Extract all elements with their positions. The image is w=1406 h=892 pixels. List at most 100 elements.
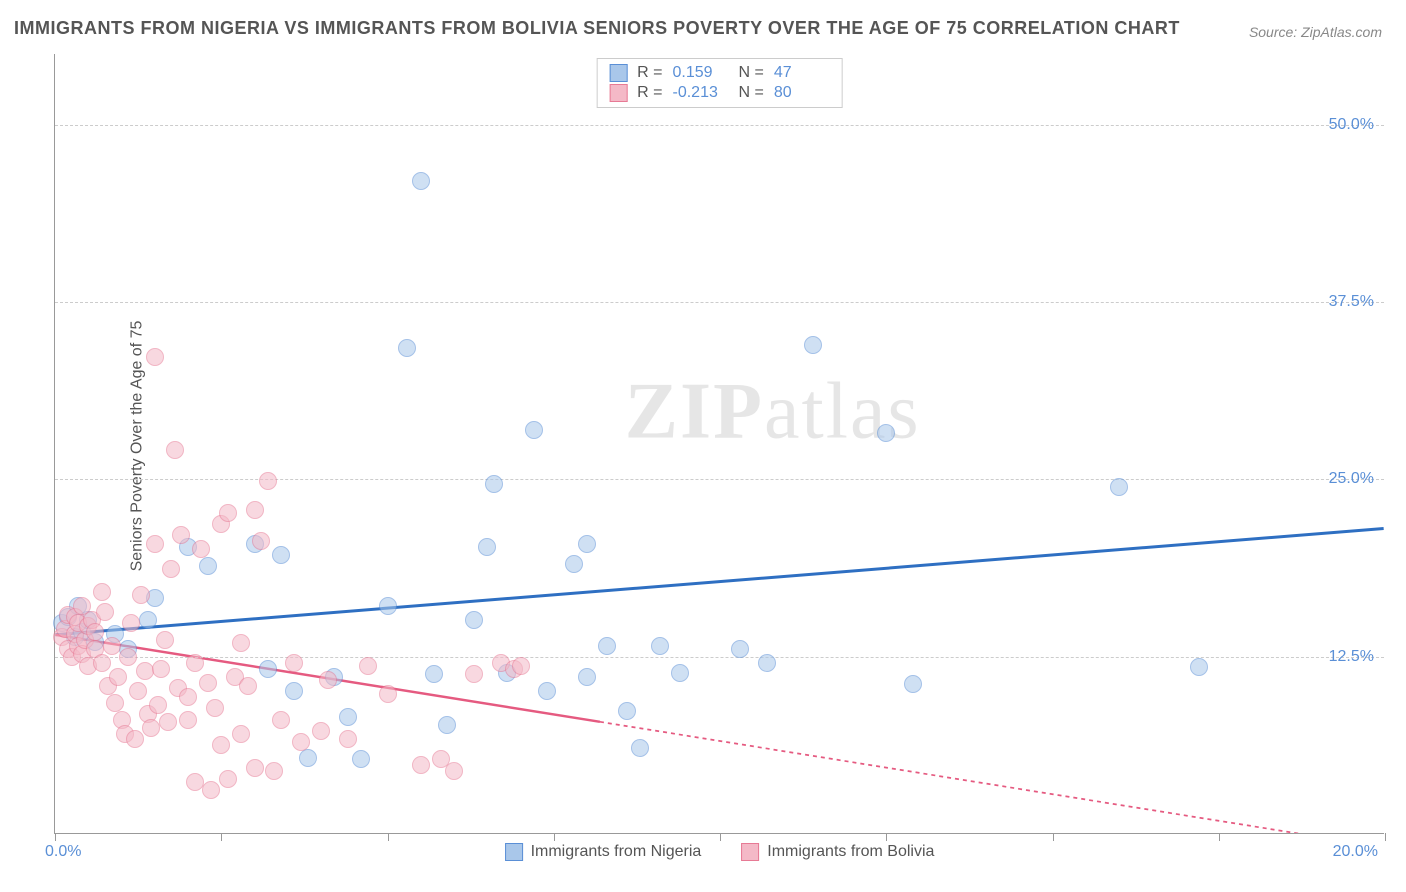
legend-item: Immigrants from Nigeria [505, 843, 702, 861]
x-tick [221, 833, 222, 841]
stat-value: -0.213 [673, 84, 729, 102]
series-swatch-icon [741, 843, 759, 861]
data-point [465, 611, 483, 629]
legend-label: Immigrants from Nigeria [531, 843, 702, 861]
data-point [126, 730, 144, 748]
data-point [139, 611, 157, 629]
data-point [485, 475, 503, 493]
x-tick [1219, 833, 1220, 841]
y-tick-label: 25.0% [1329, 470, 1374, 488]
trend-lines-layer [55, 54, 1384, 833]
data-point [86, 623, 104, 641]
data-point [199, 557, 217, 575]
data-point [186, 773, 204, 791]
data-point [425, 665, 443, 683]
x-tick [1053, 833, 1054, 841]
legend-label: Immigrants from Bolivia [767, 843, 934, 861]
data-point [731, 640, 749, 658]
x-axis-min-label: 0.0% [45, 843, 81, 861]
data-point [199, 674, 217, 692]
stats-row: R = 0.159 N = 47 [609, 63, 830, 83]
data-point [212, 736, 230, 754]
data-point [172, 526, 190, 544]
y-tick-label: 37.5% [1329, 293, 1374, 311]
x-tick [388, 833, 389, 841]
data-point [265, 762, 283, 780]
data-point [232, 725, 250, 743]
data-point [166, 441, 184, 459]
data-point [804, 336, 822, 354]
x-tick [1385, 833, 1386, 841]
data-point [259, 660, 277, 678]
gridline [55, 657, 1384, 658]
data-point [146, 535, 164, 553]
data-point [119, 648, 137, 666]
data-point [136, 662, 154, 680]
data-point [156, 631, 174, 649]
data-point [202, 781, 220, 799]
data-point [904, 675, 922, 693]
data-point [1110, 478, 1128, 496]
scatter-plot-area: ZIPatlas R = 0.159 N = 47 R = -0.213 N =… [54, 54, 1384, 834]
data-point [186, 654, 204, 672]
data-point [512, 657, 530, 675]
data-point [598, 637, 616, 655]
y-tick-label: 12.5% [1329, 648, 1374, 666]
data-point [246, 501, 264, 519]
data-point [192, 540, 210, 558]
legend-item: Immigrants from Bolivia [741, 843, 934, 861]
series-legend: Immigrants from Nigeria Immigrants from … [505, 843, 935, 861]
data-point [206, 699, 224, 717]
data-point [312, 722, 330, 740]
stat-label: R = [637, 84, 662, 102]
x-tick [55, 833, 56, 841]
data-point [578, 535, 596, 553]
data-point [438, 716, 456, 734]
data-point [219, 504, 237, 522]
data-point [525, 421, 543, 439]
data-point [339, 730, 357, 748]
series-swatch-icon [505, 843, 523, 861]
stat-label: N = [739, 84, 764, 102]
data-point [412, 756, 430, 774]
data-point [129, 682, 147, 700]
series-swatch-icon [609, 84, 627, 102]
data-point [671, 664, 689, 682]
data-point [96, 603, 114, 621]
watermark-text: ZIPatlas [625, 367, 921, 458]
data-point [179, 711, 197, 729]
correlation-stats-box: R = 0.159 N = 47 R = -0.213 N = 80 [596, 58, 843, 108]
data-point [152, 660, 170, 678]
data-point [352, 750, 370, 768]
data-point [465, 665, 483, 683]
data-point [219, 770, 237, 788]
data-point [299, 749, 317, 767]
x-axis-max-label: 20.0% [1333, 843, 1378, 861]
data-point [565, 555, 583, 573]
data-point [179, 688, 197, 706]
data-point [292, 733, 310, 751]
data-point [285, 682, 303, 700]
x-tick [720, 833, 721, 841]
data-point [398, 339, 416, 357]
data-point [538, 682, 556, 700]
data-point [758, 654, 776, 672]
data-point [578, 668, 596, 686]
data-point [379, 685, 397, 703]
data-point [93, 583, 111, 601]
source-attribution: Source: ZipAtlas.com [1249, 24, 1382, 40]
series-swatch-icon [609, 64, 627, 82]
data-point [132, 586, 150, 604]
data-point [339, 708, 357, 726]
data-point [162, 560, 180, 578]
data-point [651, 637, 669, 655]
data-point [159, 713, 177, 731]
data-point [272, 711, 290, 729]
data-point [109, 668, 127, 686]
y-tick-label: 50.0% [1329, 116, 1374, 134]
data-point [252, 532, 270, 550]
data-point [359, 657, 377, 675]
data-point [631, 739, 649, 757]
stat-label: R = [637, 64, 662, 82]
data-point [246, 759, 264, 777]
